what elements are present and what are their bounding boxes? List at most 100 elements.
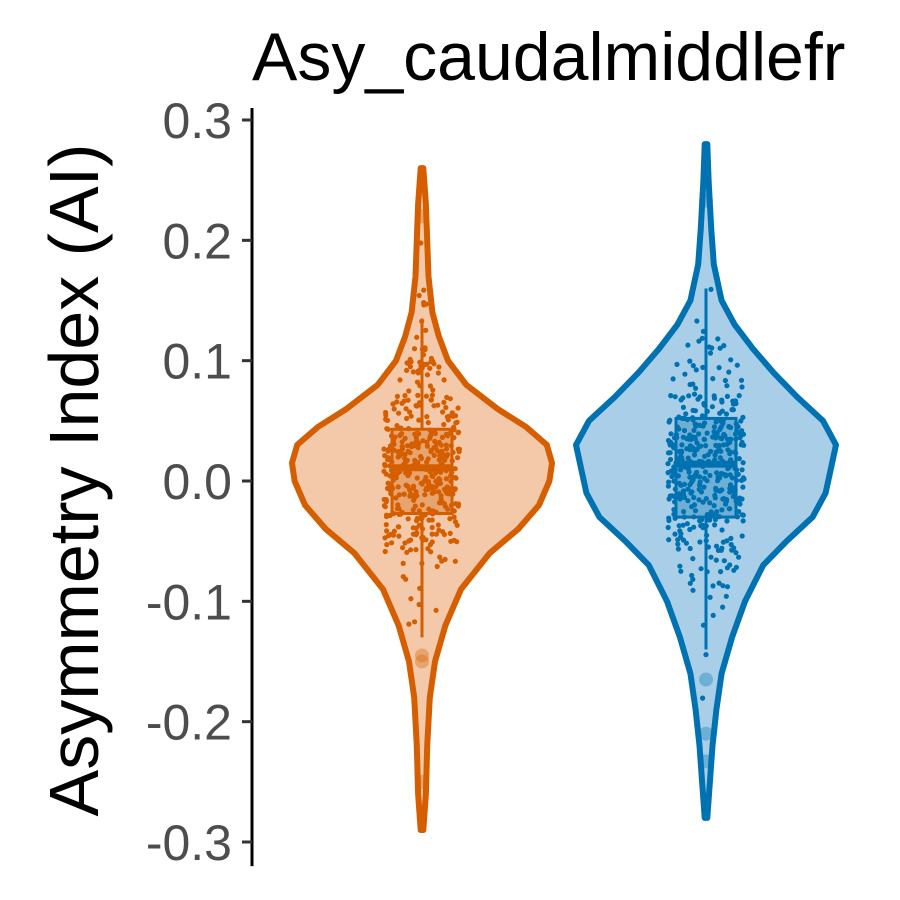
data-point [435, 402, 441, 408]
data-point [394, 423, 400, 429]
data-point [431, 403, 437, 409]
data-point [395, 454, 401, 460]
data-point [704, 478, 710, 484]
data-point [722, 377, 729, 384]
data-point [397, 377, 403, 383]
box-0 [390, 427, 454, 515]
data-point [708, 286, 714, 292]
data-point [399, 439, 405, 445]
data-point [687, 443, 694, 449]
data-point [733, 564, 740, 570]
data-point [704, 408, 710, 414]
data-point [704, 532, 710, 538]
data-point [405, 516, 411, 522]
data-point [402, 540, 408, 546]
data-point [723, 473, 729, 479]
data-point [408, 547, 414, 553]
data-point [721, 442, 727, 448]
data-point [716, 365, 722, 371]
data-point [677, 528, 683, 534]
data-point [693, 385, 699, 391]
data-point [383, 522, 389, 528]
data-point [694, 318, 700, 324]
data-point [391, 528, 397, 534]
data-point [736, 393, 742, 399]
data-point [401, 398, 407, 404]
data-point [413, 489, 419, 495]
data-point [425, 420, 431, 426]
data-point [713, 543, 720, 549]
data-point [708, 448, 714, 454]
data-point [698, 566, 704, 572]
data-point [692, 508, 699, 514]
data-point [397, 432, 403, 439]
data-point [738, 442, 744, 448]
data-point [418, 453, 424, 460]
data-point [435, 522, 441, 528]
data-point [404, 415, 410, 422]
data-point [727, 489, 733, 495]
plot-area [289, 141, 839, 833]
data-point [428, 355, 434, 361]
data-point [416, 400, 423, 406]
data-point [700, 695, 706, 701]
outlier-1-3 [699, 754, 713, 769]
data-point [702, 469, 709, 475]
data-point [724, 565, 731, 571]
data-point [697, 394, 703, 400]
data-point [395, 524, 401, 530]
data-point [452, 466, 458, 472]
data-point [690, 587, 696, 593]
data-point [668, 393, 674, 399]
data-point [433, 531, 439, 537]
data-point [405, 397, 411, 403]
data-point [443, 446, 450, 452]
data-point [724, 584, 731, 590]
data-point [407, 487, 413, 493]
data-point [713, 449, 720, 455]
data-point [709, 404, 716, 410]
data-point [383, 409, 389, 416]
data-point [687, 545, 693, 552]
data-point [694, 440, 700, 446]
data-point [385, 426, 391, 432]
data-point [441, 486, 448, 492]
data-point [728, 357, 734, 363]
data-point [702, 420, 708, 426]
outlier-1-1 [699, 672, 713, 687]
data-point [384, 528, 390, 534]
data-point [677, 534, 684, 540]
data-point [408, 413, 414, 419]
data-point [730, 407, 737, 413]
data-point [684, 521, 691, 527]
data-point [719, 507, 725, 513]
data-point [455, 446, 461, 452]
data-point [424, 361, 430, 367]
data-point [667, 456, 674, 463]
data-point [408, 537, 414, 543]
data-point [736, 456, 742, 462]
data-point [724, 393, 731, 399]
data-point [713, 487, 719, 493]
data-point [712, 522, 718, 528]
data-point [687, 580, 693, 586]
data-point [690, 556, 696, 562]
data-point [443, 404, 449, 411]
data-point [690, 381, 696, 387]
data-point [424, 459, 430, 465]
outlier-0-1 [415, 648, 429, 663]
data-point [423, 474, 429, 480]
data-point [715, 474, 721, 480]
data-point [414, 475, 420, 481]
data-point [452, 558, 458, 564]
data-point [416, 292, 422, 299]
data-point [726, 506, 732, 512]
data-point [428, 397, 434, 403]
data-point [394, 399, 400, 405]
data-point [437, 453, 443, 459]
data-point [708, 554, 714, 560]
data-point [422, 492, 428, 498]
data-point [710, 612, 716, 619]
y-tick-label-4: -0.1 [146, 574, 232, 630]
data-point [690, 363, 696, 369]
